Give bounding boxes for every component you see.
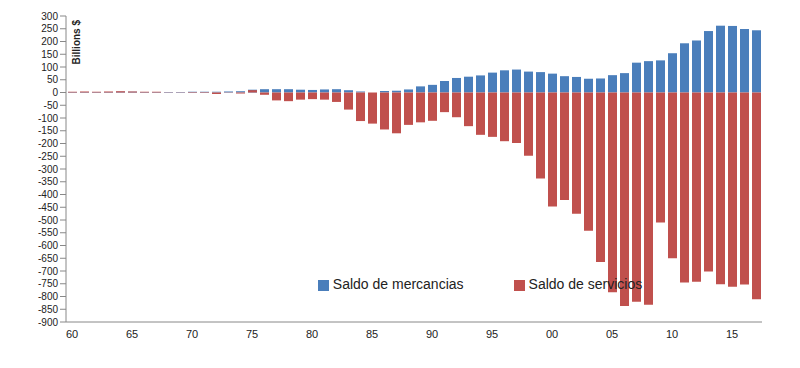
svg-text:-250: -250 xyxy=(38,151,58,162)
svg-text:05: 05 xyxy=(606,328,618,340)
svg-text:300: 300 xyxy=(41,11,58,22)
svg-text:10: 10 xyxy=(666,328,678,340)
svg-text:-200: -200 xyxy=(38,138,58,149)
svg-text:-450: -450 xyxy=(38,202,58,213)
svg-text:-300: -300 xyxy=(38,164,58,175)
svg-text:65: 65 xyxy=(126,328,138,340)
svg-text:-400: -400 xyxy=(38,189,58,200)
svg-text:80: 80 xyxy=(306,328,318,340)
svg-text:-750: -750 xyxy=(38,278,58,289)
svg-text:75: 75 xyxy=(246,328,258,340)
svg-text:00: 00 xyxy=(546,328,558,340)
svg-text:-850: -850 xyxy=(38,304,58,315)
svg-text:-600: -600 xyxy=(38,240,58,251)
svg-text:-50: -50 xyxy=(44,100,59,111)
svg-text:-900: -900 xyxy=(38,317,58,328)
svg-text:95: 95 xyxy=(486,328,498,340)
svg-text:-500: -500 xyxy=(38,215,58,226)
svg-text:-650: -650 xyxy=(38,253,58,264)
svg-text:60: 60 xyxy=(66,328,78,340)
svg-text:Billions $: Billions $ xyxy=(71,20,82,65)
svg-text:100: 100 xyxy=(41,62,58,73)
svg-text:-700: -700 xyxy=(38,266,58,277)
html-text:Saldo de mercancias: Saldo de mercancias xyxy=(332,276,464,292)
svg-text:15: 15 xyxy=(726,328,738,340)
svg-text:85: 85 xyxy=(366,328,378,340)
svg-text:200: 200 xyxy=(41,36,58,47)
svg-text:250: 250 xyxy=(41,23,58,34)
svg-text:150: 150 xyxy=(41,49,58,60)
svg-text:-150: -150 xyxy=(38,125,58,136)
svg-text:0: 0 xyxy=(52,87,58,98)
svg-text:-100: -100 xyxy=(38,113,58,124)
svg-text:-350: -350 xyxy=(38,176,58,187)
svg-text:50: 50 xyxy=(47,74,59,85)
svg-text:70: 70 xyxy=(186,328,198,340)
svg-text:-550: -550 xyxy=(38,227,58,238)
html-text:Saldo de servicios: Saldo de servicios xyxy=(528,276,643,292)
svg-text:90: 90 xyxy=(426,328,438,340)
svg-text:-800: -800 xyxy=(38,291,58,302)
